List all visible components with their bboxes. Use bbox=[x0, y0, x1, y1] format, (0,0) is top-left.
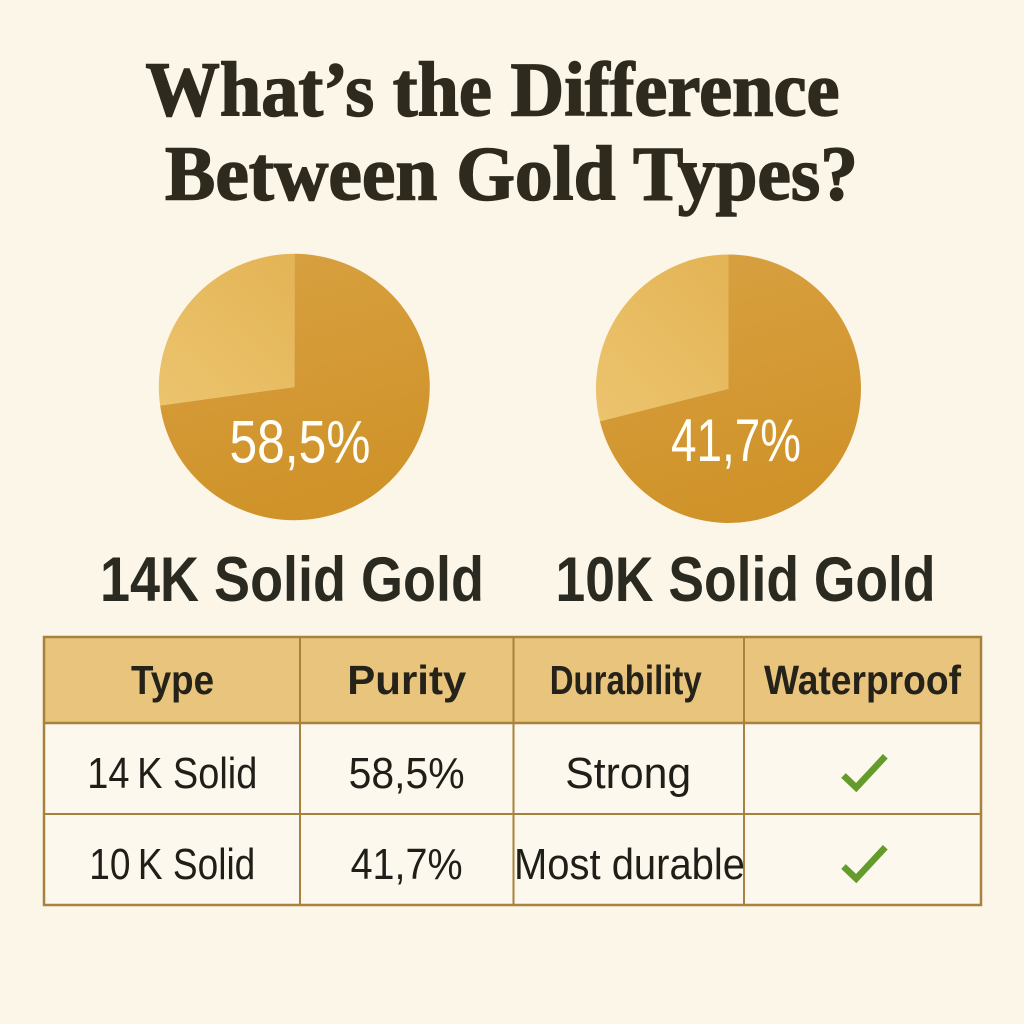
svg-text:10K Solid Gold: 10K Solid Gold bbox=[556, 545, 936, 615]
svg-text:Most durable: Most durable bbox=[514, 840, 745, 889]
svg-text:14 K Solid: 14 K Solid bbox=[87, 749, 257, 798]
svg-text:41,7%: 41,7% bbox=[351, 840, 463, 889]
svg-text:Durability: Durability bbox=[550, 657, 702, 703]
svg-text:What’s the Difference: What’s the Difference bbox=[146, 47, 840, 133]
svg-text:58,5%: 58,5% bbox=[230, 409, 371, 476]
svg-text:Purity: Purity bbox=[347, 657, 466, 703]
svg-text:Waterproof: Waterproof bbox=[764, 657, 961, 703]
svg-text:10 K Solid: 10 K Solid bbox=[89, 840, 255, 889]
svg-text:14K Solid Gold: 14K Solid Gold bbox=[100, 545, 484, 615]
svg-text:58,5%: 58,5% bbox=[349, 749, 465, 798]
svg-text:41,7%: 41,7% bbox=[671, 407, 801, 474]
svg-text:Strong: Strong bbox=[565, 749, 691, 798]
svg-text:Between Gold Types?: Between Gold Types? bbox=[165, 131, 858, 217]
svg-text:Type: Type bbox=[131, 657, 214, 703]
